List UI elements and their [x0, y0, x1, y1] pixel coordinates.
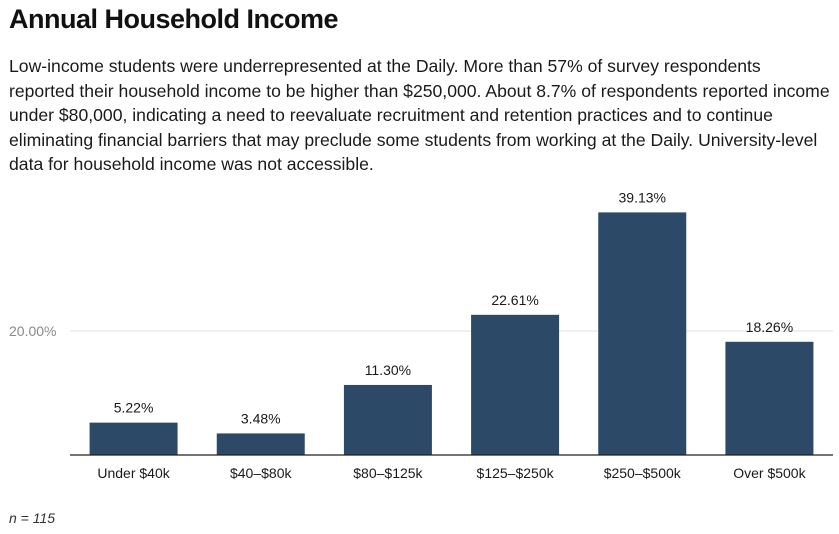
category-label: $40–$80k [230, 465, 293, 481]
category-label: $250–$500k [604, 465, 682, 481]
data-label: 11.30% [365, 362, 411, 378]
chart-subtitle: Low-income students were underrepresente… [9, 56, 830, 174]
sample-size-note: n = 115 [9, 510, 56, 526]
bars [89, 212, 814, 455]
y-axis-ticks: 20.00% [9, 323, 56, 339]
data-labels: 5.22% 3.48% 11.30% 22.61% 39.13% 18.26% [114, 189, 793, 426]
chart-title: Annual Household Income [9, 4, 339, 34]
category-label: $125–$250k [477, 465, 555, 481]
bar [725, 341, 814, 455]
category-labels: Under $40k $40–$80k $80–$125k $125–$250k $25… [97, 465, 806, 481]
data-label: 5.22% [114, 400, 154, 416]
bar [89, 422, 178, 455]
data-label: 39.13% [619, 189, 666, 205]
data-label: 22.61% [491, 292, 538, 308]
category-label: Under $40k [97, 465, 170, 481]
category-label: Over $500k [733, 465, 806, 481]
bar [216, 433, 305, 455]
y-tick-label: 20.00% [9, 323, 56, 339]
bar [343, 384, 432, 455]
bar-chart: 20.00% 5.22% 3.48% 11.30% 22.61% 39.13% 18.26… [9, 189, 833, 481]
category-label: $80–$125k [353, 465, 423, 481]
data-label: 18.26% [746, 319, 793, 335]
bar [471, 314, 560, 455]
data-label: 3.48% [241, 410, 281, 426]
bar [598, 212, 687, 455]
